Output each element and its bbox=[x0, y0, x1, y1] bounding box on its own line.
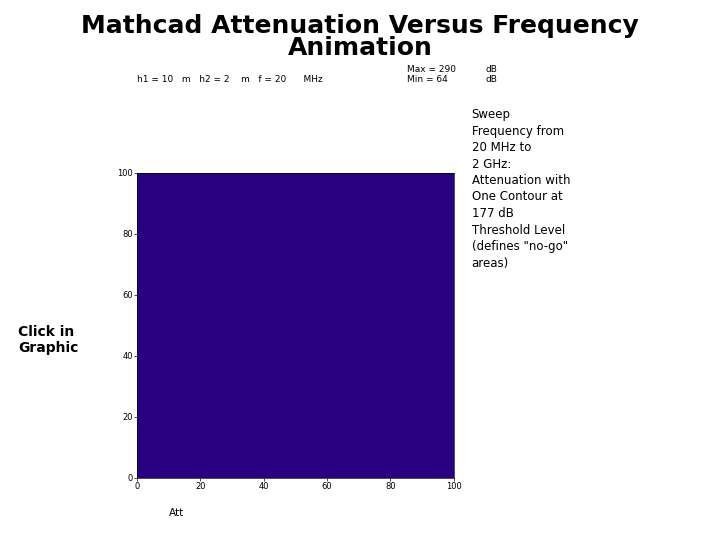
Text: Att: Att bbox=[168, 508, 184, 518]
Text: Sweep
Frequency from
20 MHz to
2 GHz:
Attenuation with
One Contour at
177 dB
Thr: Sweep Frequency from 20 MHz to 2 GHz: At… bbox=[472, 108, 570, 269]
Text: Click in
Graphic: Click in Graphic bbox=[18, 325, 78, 355]
Text: dB: dB bbox=[486, 65, 498, 74]
Text: h1 = 10   m   h2 = 2    m   f = 20      MHz: h1 = 10 m h2 = 2 m f = 20 MHz bbox=[137, 75, 323, 84]
Text: Min = 64: Min = 64 bbox=[407, 75, 448, 84]
Text: Mathcad Attenuation Versus Frequency: Mathcad Attenuation Versus Frequency bbox=[81, 14, 639, 37]
Text: dB: dB bbox=[486, 75, 498, 84]
Text: Max = 290: Max = 290 bbox=[407, 65, 456, 74]
Text: Animation: Animation bbox=[287, 36, 433, 60]
